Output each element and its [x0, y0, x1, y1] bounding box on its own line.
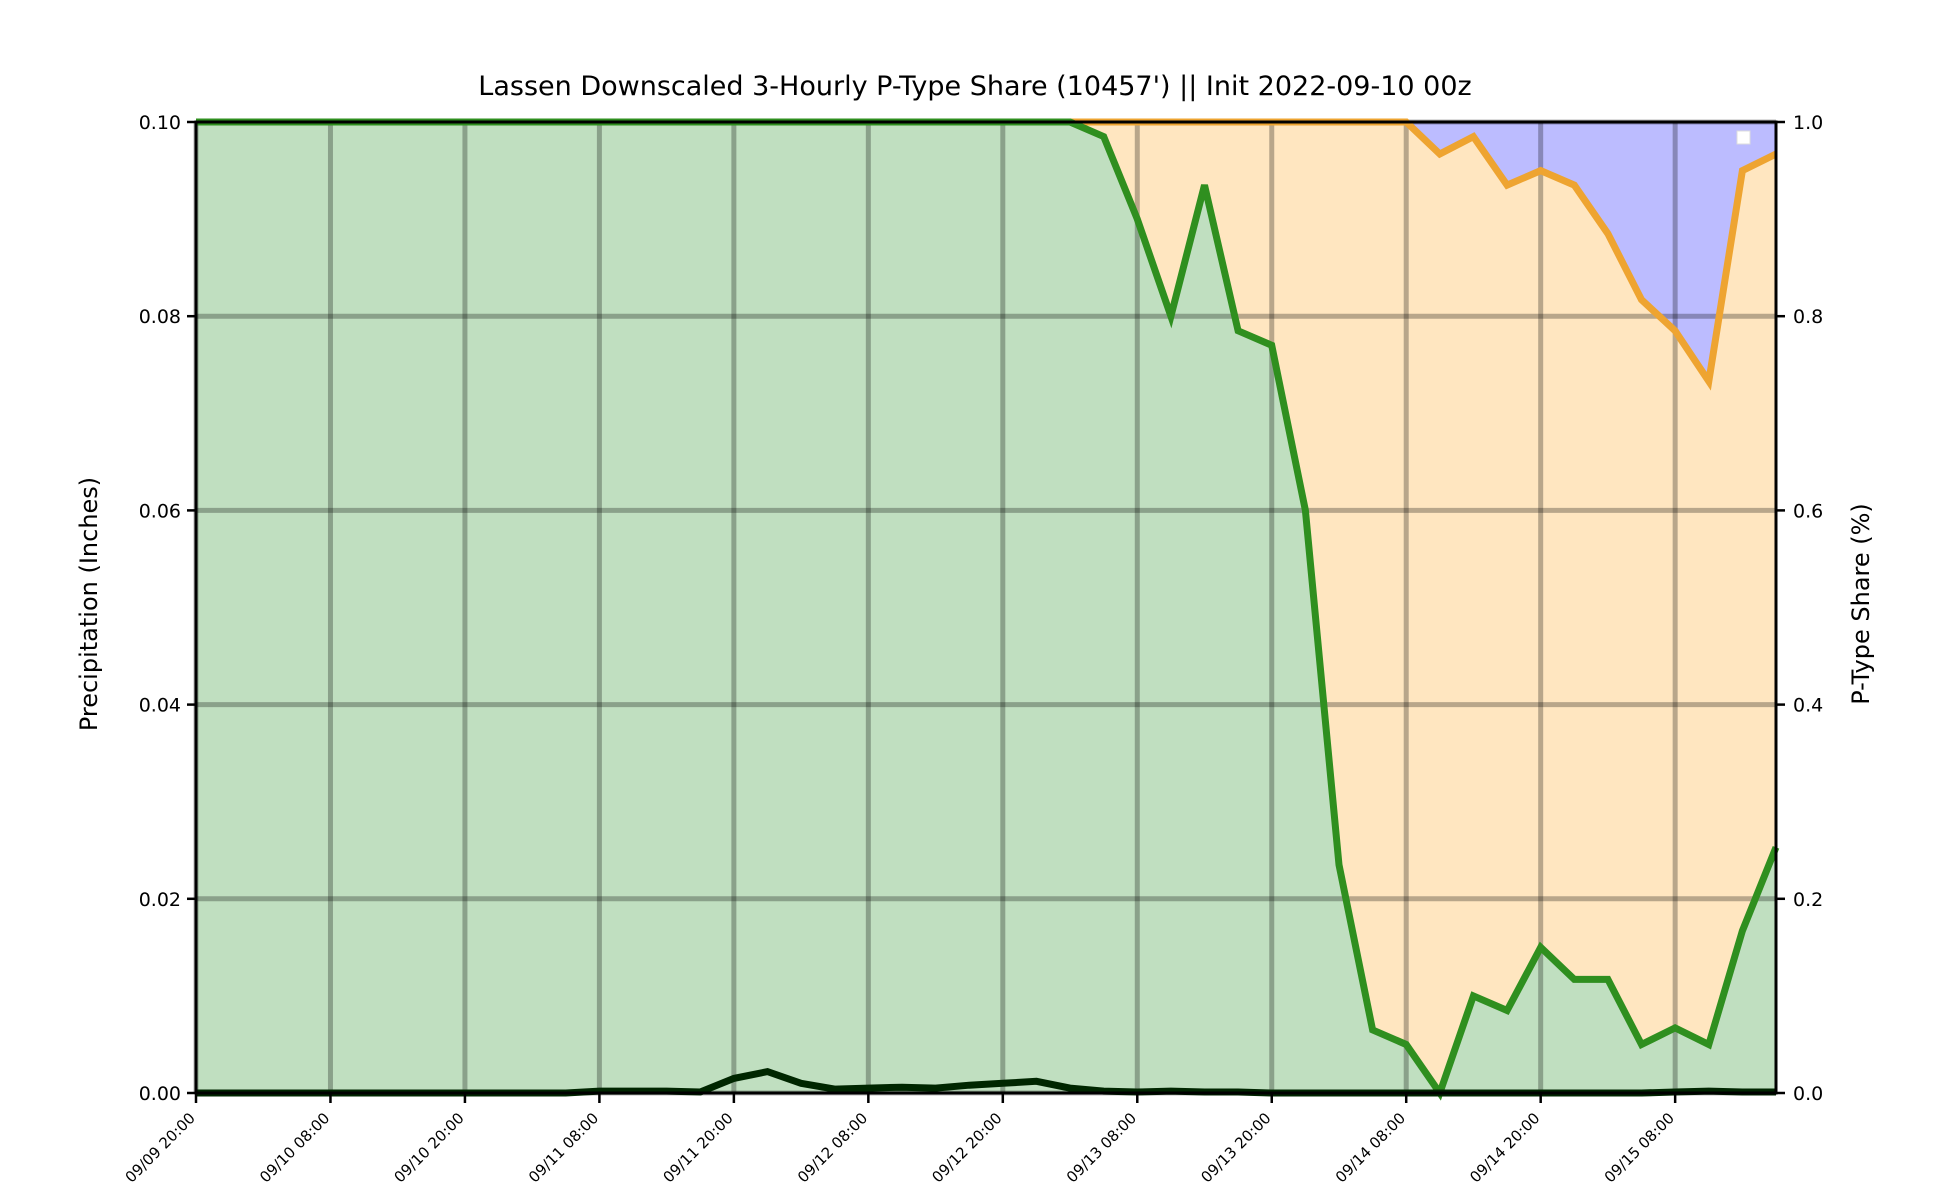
- y-tick-label-right: 0.0: [1793, 1083, 1823, 1105]
- y-tick-label-right: 0.6: [1793, 500, 1823, 522]
- x-tick-label: 09/13 08:00: [1063, 1109, 1140, 1186]
- y-tick-label-left: 0.08: [139, 306, 181, 328]
- area-fills: [196, 122, 1776, 1093]
- axes: [194, 120, 1778, 1095]
- x-tick-label: 09/14 20:00: [1466, 1109, 1543, 1186]
- y-tick-label-left: 0.06: [139, 500, 181, 522]
- y-tick-label-left: 0.02: [139, 889, 181, 911]
- plot-frame: [194, 120, 1778, 1095]
- x-tick-label: 09/10 20:00: [391, 1109, 468, 1186]
- x-tick-label: 09/15 08:00: [1601, 1109, 1678, 1186]
- y-axis-label-left: Precipitation (Inches): [75, 477, 103, 731]
- x-tick-label: 09/11 20:00: [659, 1109, 736, 1186]
- x-tick-label: 09/10 08:00: [256, 1109, 333, 1186]
- y-tick-label-right: 0.8: [1793, 306, 1823, 328]
- y-tick-label-right: 1.0: [1793, 112, 1823, 134]
- y-tick-label-left: 0.04: [139, 695, 181, 717]
- x-tick-label: 09/12 20:00: [928, 1109, 1005, 1186]
- y-tick-label-left: 0.10: [139, 112, 181, 134]
- x-tick-label: 09/12 08:00: [794, 1109, 871, 1186]
- x-tick-label: 09/14 08:00: [1332, 1109, 1409, 1186]
- y-tick-label-left: 0.00: [139, 1083, 181, 1105]
- y-tick-label-right: 0.2: [1793, 889, 1823, 911]
- legend-box: [1736, 130, 1751, 145]
- y-tick-label-right: 0.4: [1793, 695, 1823, 717]
- chart-title: Lassen Downscaled 3-Hourly P-Type Share …: [478, 71, 1471, 102]
- rain-share-area: [196, 122, 1776, 1093]
- x-tick-label: 09/13 20:00: [1197, 1109, 1274, 1186]
- x-tick-label: 09/11 08:00: [525, 1109, 602, 1186]
- x-tick-label: 09/09 20:00: [122, 1109, 199, 1186]
- y-axis-label-right: P-Type Share (%): [1847, 503, 1875, 705]
